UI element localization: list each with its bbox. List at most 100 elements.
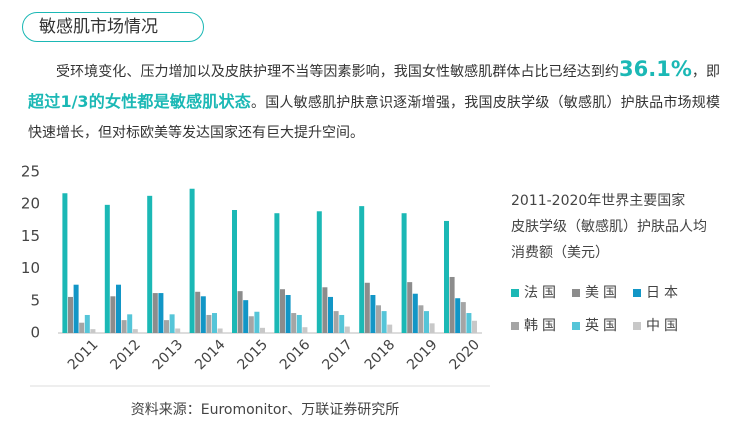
- bar: [132, 329, 138, 333]
- bar: [359, 206, 365, 333]
- x-tick-label: 2015: [235, 337, 272, 374]
- bar: [418, 305, 424, 333]
- bar: [344, 326, 350, 333]
- bar: [472, 320, 477, 333]
- x-tick-label: 2013: [150, 337, 187, 374]
- source: 资料来源：Euromonitor、万联证券研究所: [131, 402, 400, 418]
- legend-swatch: [572, 289, 580, 297]
- bar: [217, 328, 223, 333]
- y-tick-label: 5: [30, 291, 40, 309]
- x-tick-label: 2016: [277, 337, 314, 374]
- bar: [455, 298, 461, 333]
- highlight: 36.1%: [619, 57, 692, 81]
- text: ，即: [691, 64, 721, 80]
- bar: [316, 211, 322, 333]
- legend-swatch: [633, 289, 641, 297]
- bar: [280, 289, 285, 333]
- bar: [296, 314, 302, 333]
- bar: [169, 314, 175, 333]
- bar: [444, 220, 449, 333]
- bar: [84, 314, 90, 333]
- x-tick-label: 2017: [319, 337, 356, 374]
- bar: [381, 311, 387, 333]
- bar: [152, 293, 158, 333]
- legend-label: 法国: [524, 285, 560, 301]
- bar: [243, 300, 249, 333]
- y-tick-label: 10: [21, 259, 40, 277]
- paragraph: 受环境变化、压力增加以及皮肤护理不当等因素影响，我国女性敏感肌群体占比已经达到约…: [28, 54, 720, 148]
- bar: [121, 320, 127, 333]
- x-tick-label: 2011: [65, 337, 102, 374]
- legend-label: 日本: [646, 285, 682, 301]
- bar: [254, 311, 260, 333]
- legend-swatch: [633, 322, 641, 330]
- bar: [285, 295, 291, 333]
- x-tick-label: 2019: [404, 337, 441, 374]
- bar: [127, 314, 133, 333]
- y-tick-label: 20: [21, 195, 40, 213]
- bar: [147, 195, 153, 333]
- legend-title: 消费额（美元）: [511, 245, 609, 261]
- bar: [460, 302, 466, 333]
- bar: [333, 311, 339, 333]
- bar: [200, 296, 206, 333]
- y-tick-label: 0: [30, 324, 40, 342]
- bar: [175, 328, 181, 333]
- y-tick-label: 15: [21, 227, 40, 245]
- legend-title: 2011-2020年世界主要国家: [511, 192, 685, 209]
- bar: [158, 293, 164, 333]
- bar: [328, 296, 333, 333]
- highlight: 超过1/3的女性都是敏感肌状态: [28, 92, 251, 111]
- x-tick-label: 2020: [447, 337, 484, 374]
- legend-label: 中国: [646, 318, 682, 334]
- bar: [302, 327, 308, 333]
- bar: [104, 204, 110, 333]
- bar: [449, 276, 455, 333]
- bar: [110, 296, 116, 333]
- bar: [232, 209, 237, 333]
- bar: [370, 295, 376, 333]
- bar: [376, 305, 381, 333]
- bar: [407, 282, 413, 333]
- bar: [116, 284, 121, 333]
- bar: [424, 311, 429, 333]
- bar: [189, 188, 195, 333]
- legend-swatch: [511, 289, 519, 297]
- bar: [429, 323, 435, 333]
- legend-label: 韩国: [524, 318, 560, 334]
- y-tick-label: 25: [21, 163, 40, 181]
- bar: [206, 314, 212, 333]
- legend-label: 英国: [585, 317, 621, 334]
- bar: [466, 313, 472, 333]
- legend-swatch: [572, 322, 580, 330]
- bar: [364, 282, 370, 333]
- bar: [339, 314, 345, 333]
- section-title: 敏感肌市场情况: [22, 12, 204, 42]
- bar: [237, 291, 243, 333]
- legend-swatch: [511, 322, 519, 330]
- x-tick-label: 2012: [107, 337, 144, 374]
- bar: [73, 284, 79, 333]
- bar: [274, 213, 280, 333]
- legend-title: 皮肤学级（敏感肌）护肤品人均: [511, 218, 707, 235]
- bar: [387, 324, 393, 333]
- bar: [90, 329, 96, 333]
- bar: [68, 296, 73, 333]
- bar: [260, 327, 265, 333]
- bar: [291, 313, 297, 333]
- bar: [195, 291, 201, 333]
- text: 受环境变化、压力增加以及皮肤护理不当等因素影响，我国女性敏感肌群体占比已经达到约: [56, 64, 619, 80]
- x-tick-label: 2018: [362, 337, 399, 374]
- bar: [212, 313, 217, 333]
- bar: [164, 320, 169, 333]
- bar: [412, 293, 418, 333]
- bar: [322, 287, 328, 333]
- text: 。国人敏感肌护肤意识逐渐增强，我国皮肤学级（敏感肌）护肤品市场规模快速增长，但对…: [28, 95, 720, 141]
- x-tick-label: 2014: [192, 337, 229, 374]
- bar: [62, 193, 68, 333]
- bar: [79, 322, 85, 333]
- bar: [248, 316, 254, 333]
- bar: [401, 213, 407, 333]
